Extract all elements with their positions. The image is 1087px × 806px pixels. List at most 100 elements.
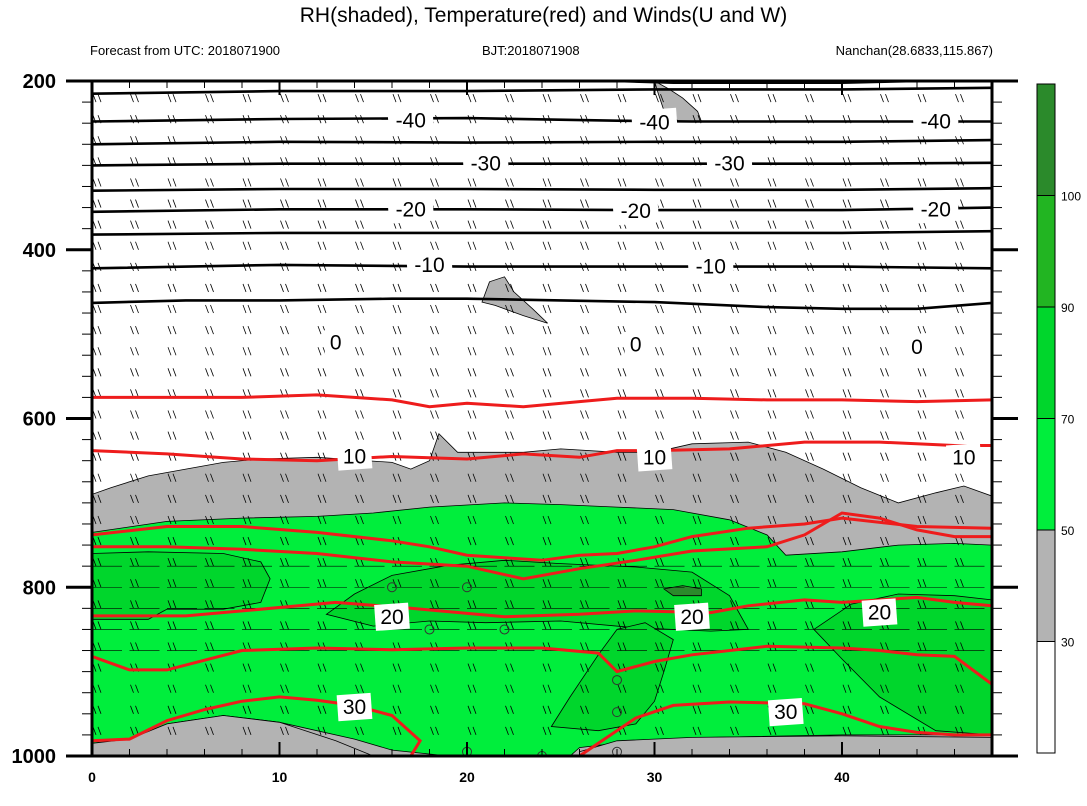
wind-barb-flag bbox=[585, 726, 589, 736]
wind-barb-flag bbox=[697, 558, 702, 567]
wind-barb-flag bbox=[847, 452, 852, 461]
temperature-line bbox=[92, 511, 992, 581]
temperature-line bbox=[92, 644, 992, 686]
wind-barb-flag bbox=[505, 283, 509, 293]
wind-barb-flag bbox=[585, 684, 589, 693]
contour-label: -10 bbox=[696, 256, 726, 279]
wind-barb-flag bbox=[847, 389, 852, 398]
wind-barb-flag bbox=[505, 684, 509, 693]
wind-barb-flag bbox=[510, 347, 514, 356]
wind-barb-flag bbox=[167, 726, 172, 736]
wind-barb-flag bbox=[922, 473, 927, 482]
wind-barb-flag bbox=[885, 325, 889, 335]
wind-barb-flag bbox=[280, 325, 284, 335]
wind-barb-flag bbox=[810, 579, 814, 588]
wind-barb-flag bbox=[280, 473, 284, 482]
wind-barb-flag bbox=[547, 579, 552, 588]
wind-barb-flag bbox=[842, 241, 847, 250]
wind-barb-flag bbox=[355, 389, 359, 398]
wind-barb-flag bbox=[767, 621, 772, 630]
wind-barb-flag bbox=[660, 368, 664, 377]
wind-barb-flag bbox=[697, 283, 702, 293]
wind-barb-flag bbox=[430, 325, 434, 335]
wind-barb-flag bbox=[810, 93, 814, 103]
wind-barb-flag bbox=[692, 452, 697, 461]
wind-barb-flag bbox=[772, 368, 777, 377]
wind-barb-flag bbox=[697, 93, 702, 103]
wind-barb-flag bbox=[130, 705, 134, 714]
wind-barb-flag bbox=[730, 536, 734, 546]
wind-barb-flag bbox=[97, 726, 102, 736]
wind-barb-flag bbox=[472, 579, 477, 588]
wind-barb-flag bbox=[960, 410, 964, 419]
wind-barb-flag bbox=[885, 705, 889, 714]
wind-barb-flag bbox=[510, 178, 514, 187]
wind-barb-flag bbox=[998, 453, 1001, 461]
wind-barb-flag bbox=[467, 283, 472, 293]
wind-barb-flag bbox=[847, 536, 852, 546]
wind-barb-flag bbox=[135, 621, 139, 630]
wind-barb-flag bbox=[97, 325, 102, 335]
wind-barb-flag bbox=[322, 241, 327, 250]
wind-barb-flag bbox=[697, 579, 702, 588]
wind-barb-flag bbox=[810, 283, 814, 293]
wind-barb-flag bbox=[317, 283, 322, 293]
wind-barb-flag bbox=[998, 643, 1001, 651]
wind-barb-flag bbox=[167, 494, 172, 504]
colorbar-label: 50 bbox=[1061, 524, 1075, 538]
wind-barb-flag bbox=[735, 325, 739, 335]
wind-barb-flag bbox=[285, 536, 289, 546]
wind-barb-flag bbox=[242, 283, 247, 293]
wind-barb-flag bbox=[955, 178, 959, 187]
wind-barb-flag bbox=[322, 304, 327, 314]
wind-barb-flag bbox=[547, 663, 552, 672]
wind-barb-flag bbox=[697, 536, 702, 546]
wind-barb-flag bbox=[135, 473, 139, 482]
wind-barb-flag bbox=[242, 494, 247, 504]
wind-barb-flag bbox=[285, 431, 289, 440]
wind-barb-flag bbox=[955, 220, 959, 229]
wind-barb-flag bbox=[167, 473, 172, 482]
contour-label: 0 bbox=[330, 332, 342, 355]
wind-barb-flag bbox=[998, 685, 1001, 693]
wind-barb-flag bbox=[542, 283, 547, 293]
wind-barb-flag bbox=[205, 325, 209, 335]
wind-barb-flag bbox=[172, 220, 177, 229]
wind-barb-flag bbox=[130, 431, 134, 440]
x-tick-label: 10 bbox=[272, 769, 288, 785]
wind-barb-flag bbox=[392, 304, 397, 314]
wind-barb-flag bbox=[397, 241, 402, 250]
wind-barb-flag bbox=[842, 473, 847, 482]
wind-barb-flag bbox=[580, 600, 584, 609]
wind-barb-flag bbox=[167, 536, 172, 546]
wind-barb-flag bbox=[285, 663, 289, 672]
wind-barb-flag bbox=[130, 199, 134, 208]
wind-barb-flag bbox=[242, 347, 247, 356]
wind-barb-flag bbox=[767, 473, 772, 482]
wind-barb-flag bbox=[210, 663, 214, 672]
wind-barb-flag bbox=[392, 347, 397, 356]
wind-barb-flag bbox=[210, 536, 214, 546]
wind-barb-flag bbox=[847, 93, 852, 103]
wind-barb-flag bbox=[885, 684, 889, 693]
wind-barb-flag bbox=[97, 199, 102, 208]
wind-barb-flag bbox=[97, 431, 102, 440]
wind-barb-flag bbox=[242, 93, 247, 103]
wind-barb-flag bbox=[542, 705, 547, 714]
wind-barb-flag bbox=[430, 684, 434, 693]
wind-barb-flag bbox=[360, 579, 364, 588]
wind-barb-flag bbox=[960, 515, 964, 525]
wind-barb-flag bbox=[205, 220, 209, 229]
wind-barb-flag bbox=[585, 389, 589, 398]
contour-label: -40 bbox=[921, 111, 951, 134]
wind-barb-flag bbox=[317, 726, 322, 736]
wind-barb-flag bbox=[998, 664, 1001, 672]
wind-barb-flag bbox=[355, 410, 359, 419]
wind-barb-flag bbox=[580, 684, 584, 693]
wind-barb-flag bbox=[998, 537, 1001, 545]
wind-barb-flag bbox=[655, 368, 659, 377]
wind-barb-flag bbox=[467, 389, 472, 398]
wind-barb-flag bbox=[772, 494, 777, 504]
wind-barb-flag bbox=[585, 642, 589, 651]
wind-barb-flag bbox=[542, 494, 547, 504]
